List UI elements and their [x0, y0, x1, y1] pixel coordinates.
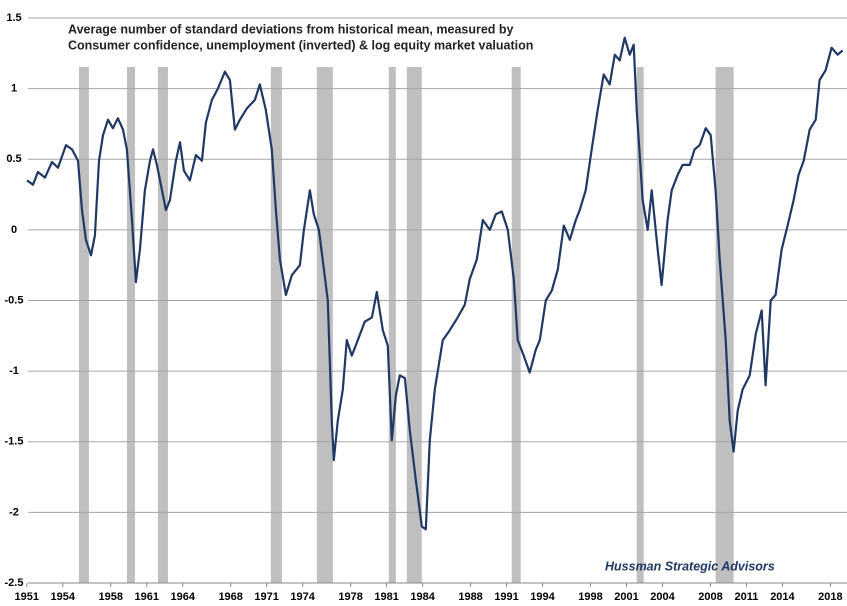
- x-tick-label: 1958: [99, 591, 123, 603]
- x-tick-label: 1951: [15, 591, 39, 603]
- x-tick-label: 2008: [698, 591, 722, 603]
- tick-layer: -2.5 -2 -1.5 -1 -0.5 0 0.5 1 1.5 1951 1954 1958 1961…: [5, 12, 843, 603]
- recession-band: [388, 67, 396, 583]
- recession-band: [316, 67, 333, 583]
- data-line: [26, 36, 844, 531]
- x-tick-label: 1964: [170, 591, 195, 603]
- y-tick-label: -0.5: [5, 294, 24, 306]
- x-tick-label: 1998: [578, 591, 602, 603]
- recession-layer: [78, 67, 734, 583]
- line-layer: [26, 36, 844, 531]
- recession-band: [78, 67, 89, 583]
- y-tick-label: -1.5: [5, 436, 24, 448]
- x-tick-label: 2004: [650, 591, 675, 603]
- recession-band: [270, 67, 282, 583]
- x-tick-label: 2018: [818, 591, 842, 603]
- x-tick-label: 1978: [338, 591, 362, 603]
- recession-band: [636, 67, 644, 583]
- x-tick-label: 2011: [735, 591, 759, 603]
- recession-band: [406, 67, 422, 583]
- y-tick-label: -2.5: [5, 577, 24, 589]
- x-tick-label: 2014: [770, 591, 795, 603]
- x-tick-label: 1981: [374, 591, 398, 603]
- chart-title: Consumer confidence, unemployment (inver…: [68, 38, 533, 52]
- recession-band: [157, 67, 168, 583]
- chart-title: Average number of standard deviations fr…: [68, 22, 514, 36]
- y-tick-label: 0.5: [6, 153, 21, 165]
- x-tick-label: 1994: [530, 591, 555, 603]
- x-tick-label: 1954: [51, 591, 76, 603]
- y-tick-label: 1: [11, 83, 17, 95]
- x-tick-label: 1961: [134, 591, 158, 603]
- x-tick-label: 1984: [410, 591, 435, 603]
- y-tick-label: -1: [9, 365, 19, 377]
- x-tick-label: 2001: [614, 591, 638, 603]
- y-tick-label: 0: [11, 224, 17, 236]
- source-note: Hussman Strategic Advisors: [605, 559, 775, 573]
- y-tick-label: 1.5: [6, 12, 21, 24]
- x-tick-label: 1988: [458, 591, 482, 603]
- x-tick-label: 1974: [290, 591, 315, 603]
- recession-band: [126, 67, 135, 583]
- x-tick-label: 1971: [254, 591, 278, 603]
- x-tick-label: 1991: [494, 591, 518, 603]
- y-tick-label: -2: [9, 506, 19, 518]
- x-tick-label: 1968: [218, 591, 242, 603]
